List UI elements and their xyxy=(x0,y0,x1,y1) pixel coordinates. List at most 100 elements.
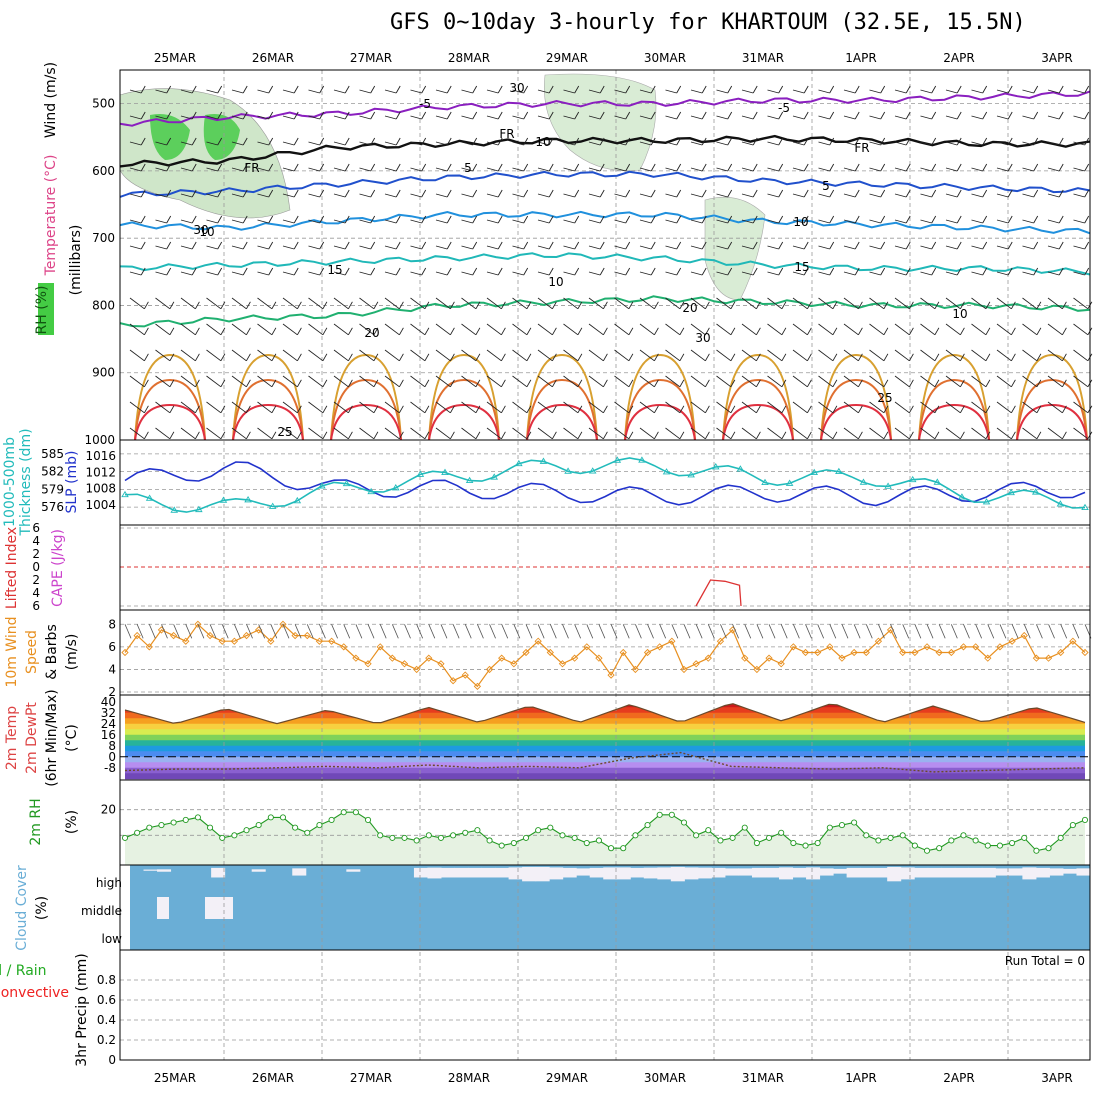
wind-barb xyxy=(359,349,375,362)
wind-barb-flag xyxy=(319,163,325,172)
wind-barb-flag xyxy=(399,327,404,336)
wind-barb-flag xyxy=(577,431,583,440)
wind-barb xyxy=(155,427,171,440)
surface-isotherm xyxy=(232,378,304,441)
wind-barb xyxy=(920,245,932,250)
wind-speed-marker xyxy=(862,648,870,657)
thickness-label-a: 1000-500mb xyxy=(2,437,18,527)
wind-barb xyxy=(206,349,222,362)
wind-barb-flag xyxy=(701,215,707,224)
run-total-label: Run Total = 0 xyxy=(1005,954,1085,968)
isotherm-line xyxy=(119,210,1091,235)
date-label-bottom: 2APR xyxy=(943,1071,974,1085)
wind-barb-flag xyxy=(450,353,455,362)
wind-speed-marker xyxy=(534,637,542,645)
wind-barb xyxy=(359,323,375,336)
cloud-clear-gap xyxy=(157,897,169,919)
surface-isotherm xyxy=(134,403,206,441)
wind-barb xyxy=(843,297,859,310)
wind-barb xyxy=(206,323,222,336)
wind-barb xyxy=(257,271,269,276)
wind-barb-flag xyxy=(195,405,200,414)
wind-barb-flag xyxy=(548,163,554,172)
wind-barb-flag xyxy=(625,137,631,146)
cape-label: CAPE (J/kg) xyxy=(50,529,66,607)
surface-wind-barb xyxy=(744,624,752,639)
wind-speed-marker xyxy=(388,654,396,662)
wind-barb-flag xyxy=(960,327,965,336)
wind-barb-flag xyxy=(246,379,251,388)
wind-barb-flag xyxy=(931,189,937,198)
wind-barb-flag xyxy=(650,163,656,172)
wind-barb-flag xyxy=(297,301,302,310)
wind-barb xyxy=(206,167,218,172)
wind-barb xyxy=(129,323,145,336)
thickness-marker xyxy=(835,467,843,475)
rh-marker xyxy=(194,814,201,821)
wind-barb-flag xyxy=(574,189,580,198)
wind-barb-flag xyxy=(373,431,379,440)
wind-barb xyxy=(996,323,1012,336)
surface-wind-barb xyxy=(647,624,654,639)
wind-barb xyxy=(384,349,400,362)
wind-barb-flag xyxy=(450,405,455,414)
rh-marker xyxy=(656,811,663,818)
wind-barb-flag xyxy=(829,137,835,146)
wind-barb xyxy=(129,375,145,388)
wind-barb-flag xyxy=(246,327,251,336)
wind-barb xyxy=(690,375,706,388)
wind-barb xyxy=(894,193,907,198)
wind-barb-flag xyxy=(982,85,988,94)
wind-barb xyxy=(639,167,652,172)
wind-barb xyxy=(639,271,652,276)
cloud-clear-gap xyxy=(454,867,469,878)
wind-barb-flag xyxy=(934,379,940,388)
wind-barb-flag xyxy=(1084,241,1090,250)
wind-barb-flag xyxy=(781,301,787,310)
wind-barb xyxy=(716,401,732,414)
thickness-marker xyxy=(219,496,228,503)
wind-barb-flag xyxy=(654,405,659,414)
surface-wind-barb xyxy=(294,624,302,639)
wind-barb xyxy=(920,167,932,172)
wind-barb-flag xyxy=(421,267,427,276)
wind-barb-flag xyxy=(654,379,659,388)
temp-tick: 32 xyxy=(101,706,116,720)
wind-barb xyxy=(894,323,910,336)
wind-barb-flag xyxy=(727,111,733,120)
wind-barb-flag xyxy=(807,327,812,336)
surface-wind-barb xyxy=(185,624,193,639)
wind-barb-flag xyxy=(348,301,353,310)
wind-barb xyxy=(894,245,907,250)
wind-barb-flag xyxy=(880,111,886,120)
slp-label: SLP (mb) xyxy=(64,450,80,513)
wind-barb xyxy=(231,245,244,250)
wind-barb xyxy=(869,323,885,336)
surface-isotherm xyxy=(722,353,794,441)
wind-barb xyxy=(1047,375,1063,388)
wind-barb-flag xyxy=(756,327,761,336)
wind-barb xyxy=(155,323,171,336)
wind-barb-flag xyxy=(268,215,274,224)
wind-barb-flag xyxy=(985,327,991,336)
wind-barb-flag xyxy=(905,241,911,250)
wind-barb xyxy=(435,115,448,120)
rh-marker xyxy=(413,837,420,844)
rh-marker xyxy=(583,839,590,847)
wind-barb xyxy=(257,323,273,336)
wind-barb xyxy=(563,375,579,388)
rh-marker xyxy=(826,824,833,831)
wind-barb-flag xyxy=(650,241,656,250)
cloud-clear-gap xyxy=(751,867,766,878)
thickness-marker xyxy=(810,468,819,476)
contour-label: 15 xyxy=(327,263,342,277)
wind-barb xyxy=(155,349,171,362)
wind-barb-flag xyxy=(956,111,962,120)
surface-isotherm xyxy=(1016,403,1088,441)
wind-barb-flag xyxy=(191,163,197,172)
surface-wind-barb xyxy=(805,624,812,639)
wind-barb-flag xyxy=(832,301,838,310)
wind-barb-flag xyxy=(293,111,299,120)
surface-wind-barb xyxy=(756,624,764,639)
